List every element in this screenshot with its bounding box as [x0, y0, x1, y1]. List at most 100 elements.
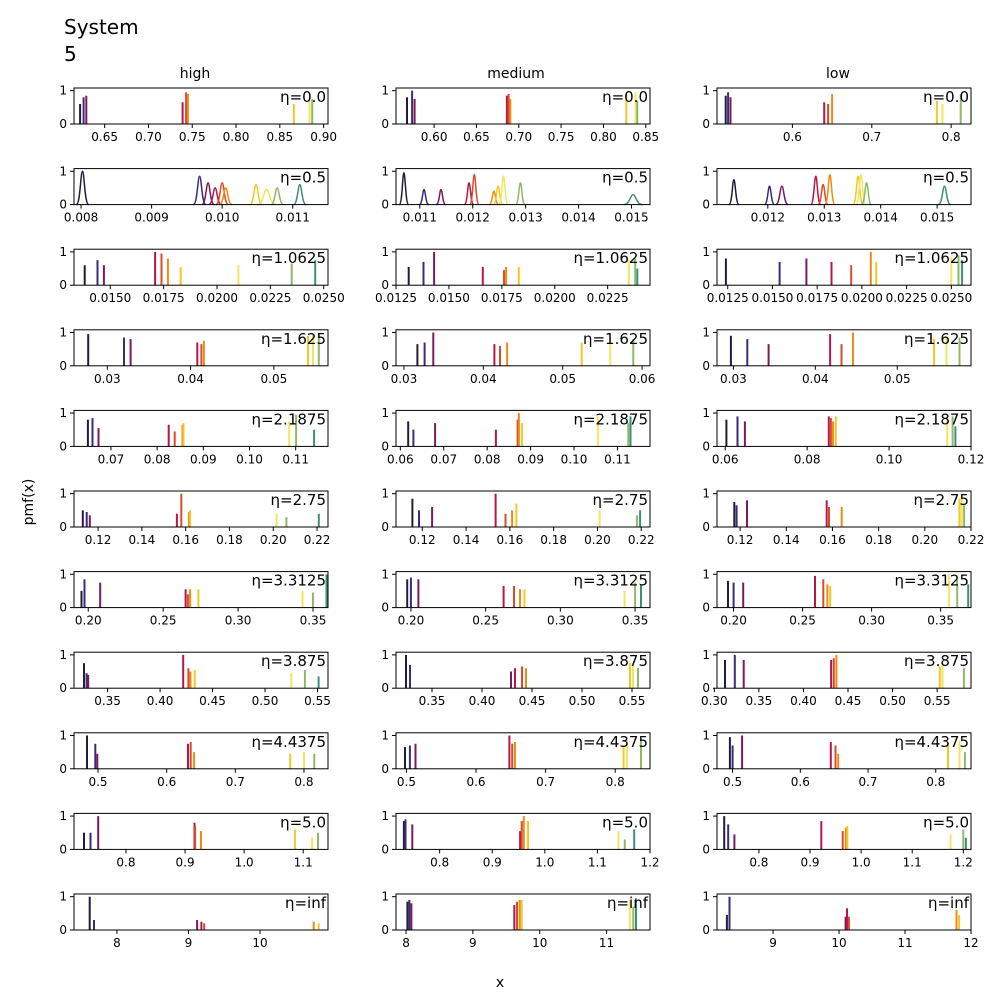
pmf-peak: [419, 188, 430, 206]
panel-frame: [395, 812, 651, 850]
y-tick-label: 1: [59, 728, 67, 742]
x-tick-label: 1.1: [588, 855, 607, 869]
y-tick-label: 0: [381, 439, 389, 453]
eta-label: η=inf: [607, 894, 649, 912]
y-tick-label: 0: [381, 117, 389, 131]
pmf-peak: [810, 175, 822, 206]
x-tick-label: 0.5: [397, 775, 416, 789]
x-tick-label: 0.25: [789, 614, 816, 628]
x-tick-label: 9: [769, 936, 777, 950]
panel-frame: [395, 329, 651, 367]
x-tick-label: 0.45: [519, 694, 546, 708]
pmf-peak: [270, 187, 284, 206]
panel-frame: [716, 893, 972, 931]
x-tick-label: 0.6: [791, 775, 810, 789]
x-tick-label: 1.1: [903, 855, 922, 869]
x-tick-label: 0.60: [421, 130, 448, 144]
x-tick-label: 0.015: [614, 211, 648, 225]
y-tick-label: 1: [59, 84, 67, 98]
pmf-peak: [498, 175, 509, 206]
pmf-peak: [488, 190, 499, 206]
y-tick-label: 1: [702, 164, 710, 178]
x-tick-label: 0.55: [924, 694, 951, 708]
x-tick-label: 0.22: [304, 533, 331, 547]
pmf-peak: [215, 182, 229, 206]
y-tick-label: 1: [381, 487, 389, 501]
panel-medium-row-8: 0 1 0.5 0.6 0.7 0.8 η=4.4375: [381, 728, 651, 789]
x-tick-label: 0.05: [549, 372, 576, 386]
y-tick-label: 0: [702, 762, 710, 776]
eta-label: η=5.0: [602, 813, 648, 831]
x-tick-label: 0.09: [517, 452, 544, 466]
x-tick-label: 0.8: [294, 775, 313, 789]
panel-frame: [73, 651, 329, 689]
column-title-medium: medium: [487, 66, 545, 82]
x-tick-label: 0.06: [712, 452, 739, 466]
y-tick-label: 1: [702, 809, 710, 823]
x-tick-label: 0.18: [865, 533, 892, 547]
pmf-peak: [775, 185, 789, 206]
panel-high-row-3: 0 1 0.03 0.04 0.05 η=1.625: [59, 325, 329, 386]
x-tick-label: 0.25: [150, 614, 177, 628]
x-tick-label: 0.0225: [587, 291, 629, 305]
x-tick-label: 0.70: [135, 130, 162, 144]
y-tick-label: 1: [381, 325, 389, 339]
y-tick-label: 0: [59, 117, 67, 131]
panel-high-row-6: 0 1 0.20 0.25 0.30 0.35 η=3.3125: [59, 567, 329, 628]
x-tick-label: 0.55: [619, 694, 646, 708]
eta-label: η=0.5: [602, 169, 648, 187]
x-tick-label: 0.12: [727, 533, 754, 547]
panel-medium-row-10: 0 1 8 9 10 11 η=inf: [381, 890, 651, 950]
x-tick-label: 0.0175: [143, 291, 185, 305]
x-tick-label: 0.85: [632, 130, 659, 144]
y-tick-label: 0: [381, 359, 389, 373]
x-tick-label: 0.8: [942, 130, 961, 144]
panel-low-row-1: 0 1 0.012 0.013 0.014 0.015 η=0.5: [702, 164, 972, 225]
eta-label: η=2.75: [271, 491, 326, 509]
x-tick-label: 0.09: [190, 452, 217, 466]
panel-medium-row-2: 0 1 0.0125 0.0150 0.0175 0.0200 0.0225 η=1.0625: [375, 245, 651, 305]
x-tick-label: 0.08: [794, 452, 821, 466]
x-tick-label: 0.85: [266, 130, 293, 144]
pmf-peak: [817, 183, 829, 206]
y-tick-label: 0: [702, 278, 710, 292]
x-tick-label: 0.6: [783, 130, 802, 144]
pmf-peak: [852, 175, 864, 206]
x-tick-label: 0.015: [920, 211, 954, 225]
y-tick-label: 0: [702, 520, 710, 534]
eta-label: η=2.1875: [573, 410, 648, 428]
y-tick-label: 0: [381, 198, 389, 212]
x-tick-label: 10: [831, 936, 846, 950]
x-tick-label: 0.8: [926, 775, 945, 789]
y-tick-label: 1: [381, 890, 389, 904]
y-tick-label: 0: [59, 520, 67, 534]
x-tick-label: 0.012: [456, 211, 490, 225]
y-tick-label: 0: [381, 681, 389, 695]
panel-frame: [716, 651, 972, 689]
x-tick-label: 0.0200: [196, 291, 238, 305]
x-tick-label: 0.14: [129, 533, 156, 547]
x-tick-label: 0.08: [474, 452, 501, 466]
x-tick-label: 0.0125: [375, 291, 417, 305]
eta-label: η=4.4375: [573, 733, 648, 751]
x-tick-label: 0.014: [561, 211, 595, 225]
x-tick-label: 1.1: [294, 855, 313, 869]
x-tick-label: 0.55: [304, 694, 331, 708]
panel-frame: [73, 409, 329, 447]
x-tick-label: 0.20: [75, 614, 102, 628]
eta-label: η=3.875: [583, 652, 648, 670]
x-tick-label: 0.05: [884, 372, 911, 386]
eta-label: η=inf: [285, 894, 327, 912]
panel-frame: [395, 490, 651, 528]
eta-label: η=inf: [928, 894, 970, 912]
y-tick-label: 1: [381, 809, 389, 823]
panel-frame: [395, 893, 651, 931]
y-tick-label: 0: [59, 601, 67, 615]
eta-label: η=2.1875: [894, 410, 969, 428]
x-tick-label: 0.7: [862, 130, 881, 144]
x-tick-label: 0.16: [819, 533, 846, 547]
x-tick-label: 0.04: [470, 372, 497, 386]
x-tick-label: 0.45: [199, 694, 226, 708]
x-tick-label: 0.0150: [751, 291, 793, 305]
panel-frame: [716, 168, 972, 206]
